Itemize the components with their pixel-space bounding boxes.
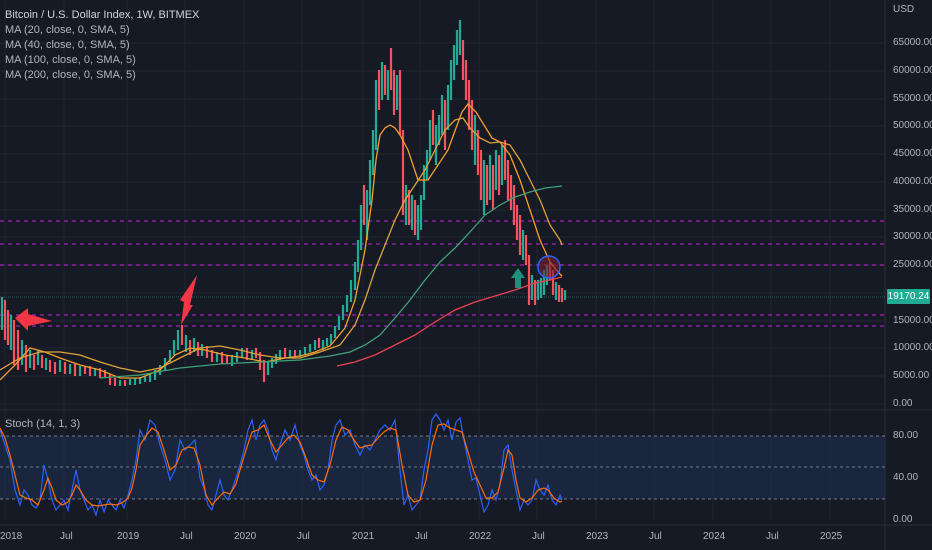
highlight-circle-annotation[interactable] (537, 255, 561, 279)
price-tick: 15000.00 (893, 315, 932, 326)
price-tick: 5000.00 (893, 370, 930, 381)
arrow-down-annotation[interactable] (180, 275, 197, 325)
price-tick: 0.00 (893, 398, 913, 409)
indicator-ma200[interactable]: MA (200, close, 0, SMA, 5) (5, 69, 136, 81)
stoch-tick: 0.00 (893, 514, 913, 525)
stoch-indicator-label[interactable]: Stoch (14, 1, 3) (5, 418, 81, 430)
price-tick: 65000.00 (893, 37, 932, 48)
price-tick: 35000.00 (893, 204, 932, 215)
stoch-k-line[interactable] (0, 412, 563, 517)
stoch-d-line[interactable] (0, 423, 563, 507)
vertical-grid (4, 0, 831, 520)
price-tick: 40000.00 (893, 176, 932, 187)
indicator-ma20[interactable]: MA (20, close, 0, SMA, 5) (5, 24, 130, 36)
price-tick: 60000.00 (893, 65, 932, 76)
arrow-left-annotation[interactable] (15, 308, 52, 331)
time-tick: Jul (766, 531, 779, 542)
time-tick: 2018 (0, 531, 23, 542)
price-tick: 55000.00 (893, 93, 932, 104)
time-tick: Jul (649, 531, 662, 542)
time-tick: 2024 (703, 531, 726, 542)
ma40-line[interactable] (0, 117, 563, 373)
chart-legend: Bitcoin / U.S. Dollar Index, 1W, BITMEX … (5, 8, 199, 83)
horizontal-levels[interactable] (0, 220, 885, 327)
time-tick: 2025 (820, 531, 843, 542)
last-price-tag: 19170.24 (887, 289, 930, 304)
stoch-tick: 40.00 (893, 472, 919, 483)
price-tick: 50000.00 (893, 120, 932, 131)
price-tick: 30000.00 (893, 231, 932, 242)
time-tick: Jul (297, 531, 310, 542)
ma200-line[interactable] (336, 276, 563, 367)
symbol-title[interactable]: Bitcoin / U.S. Dollar Index, 1W, BITMEX (5, 9, 200, 21)
time-tick: 2022 (469, 531, 492, 542)
candlesticks[interactable] (0, 20, 567, 386)
price-tick: 25000.00 (893, 259, 932, 270)
arrow-up-annotation[interactable] (511, 268, 525, 288)
time-tick: Jul (180, 531, 193, 542)
ma100-line[interactable] (99, 185, 563, 379)
indicator-ma40[interactable]: MA (40, close, 0, SMA, 5) (5, 39, 130, 51)
price-tick: 45000.00 (893, 148, 932, 159)
time-tick: Jul (60, 531, 73, 542)
time-tick: Jul (415, 531, 428, 542)
ma20-line[interactable] (0, 103, 563, 381)
stoch-tick: 80.00 (893, 430, 919, 441)
currency-label: USD (893, 4, 915, 15)
price-tick: 10000.00 (893, 342, 932, 353)
time-tick: 2020 (234, 531, 257, 542)
stoch-band (0, 436, 885, 499)
time-tick: 2019 (117, 531, 140, 542)
time-tick: 2023 (586, 531, 609, 542)
time-tick: 2021 (352, 531, 375, 542)
time-tick: Jul (532, 531, 545, 542)
indicator-ma100[interactable]: MA (100, close, 0, SMA, 5) (5, 54, 136, 66)
